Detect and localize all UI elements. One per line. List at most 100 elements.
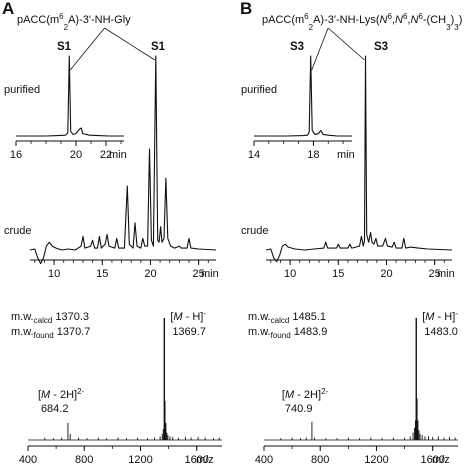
ms-tick-label: 400 — [19, 454, 37, 466]
purified-chromatogram: purified 14 18 min — [241, 55, 355, 161]
purified-tick-label: 20 — [70, 149, 82, 161]
purified-x-axis-label: min — [109, 149, 127, 161]
ion-bracket: [ — [38, 389, 41, 401]
compound-text: , — [407, 14, 410, 26]
compound-italic: N — [380, 14, 388, 26]
ion-rest: - 2H] — [294, 389, 321, 401]
ion-charge: - — [455, 309, 458, 318]
crude-trace — [265, 55, 453, 263]
crude-x-axis-label: min — [437, 268, 455, 280]
ion-rest: - 2H] — [50, 389, 77, 401]
crude-tick-label: 20 — [380, 268, 392, 280]
ion-value-main: 1369.7 — [172, 326, 206, 338]
peak-label-purified: S3 — [290, 41, 304, 53]
ion-bracket: [ — [170, 311, 173, 323]
compound-text: A)-3'-NH-Gly — [68, 14, 131, 26]
purified-tick-label: 16 — [10, 149, 22, 161]
compound-name: pACC(m62A)-3'-NH-Lys(N6,N6,N6-(CH3)3) — [262, 12, 462, 32]
peak-label-crude: S1 — [151, 41, 166, 53]
ion-charge: 2- — [77, 387, 84, 396]
ms-x-axis-label: m/z — [432, 454, 450, 466]
mw-calcd: m.w.calcd 1370.3 — [11, 311, 89, 325]
crude-trace — [29, 55, 217, 265]
mw-label: m.w. — [11, 326, 34, 338]
purified-label: purified — [4, 84, 40, 96]
peak-label-purified: S1 — [57, 41, 72, 53]
purified-x-axis-label: min — [337, 149, 355, 161]
crude-x-axis-label: min — [201, 268, 219, 280]
compound-text: ) — [451, 14, 455, 26]
ion-value-dication: 684.2 — [41, 403, 69, 415]
pointer-line — [104, 27, 155, 61]
crude-label: crude — [241, 225, 269, 237]
purified-tick-label: 18 — [307, 149, 319, 161]
ion-bracket: [ — [422, 311, 425, 323]
purified-label: purified — [241, 84, 277, 96]
ion-label-dication: [M - 2H]2- — [282, 387, 329, 401]
crude-tick-label: 10 — [284, 268, 296, 280]
compound-name: pACC(m62A)-3'-NH-Gly — [17, 12, 131, 32]
pointer-line — [311, 27, 329, 71]
mw-found: m.w.found 1483.9 — [248, 326, 327, 340]
purified-tick-label: 22 — [100, 149, 112, 161]
ion-symbol: M — [173, 311, 183, 323]
ion-symbol: M — [41, 389, 51, 401]
compound-superscript: 6 — [388, 12, 393, 21]
ion-value-main: 1483.0 — [424, 326, 458, 338]
compound-text: ) — [459, 14, 463, 26]
pointer-line — [327, 27, 365, 61]
mw-calcd: m.w.calcd 1485.1 — [248, 311, 326, 325]
ion-charge: - — [203, 309, 206, 318]
ion-symbol: M — [425, 311, 435, 323]
ms-tick-label: 1200 — [364, 454, 388, 466]
compound-text: -(CH — [423, 14, 446, 26]
ion-label-dication: [M - 2H]2- — [38, 387, 85, 401]
ion-label-main: [M - H]- — [422, 309, 458, 323]
compound-superscript: 6 — [304, 12, 309, 21]
crude-label: crude — [4, 225, 32, 237]
ion-bracket: [ — [282, 389, 285, 401]
compound-text: pACC(m — [262, 14, 304, 26]
ion-label-main: [M - H]- — [170, 309, 206, 323]
compound-superscript: 6 — [418, 12, 423, 21]
ms-tick-label: 1600 — [420, 454, 444, 466]
compound-subscript: 2 — [64, 23, 69, 32]
purified-trace — [16, 55, 124, 137]
mw-sub: calcd — [271, 316, 290, 325]
compound-italic: N — [410, 14, 418, 26]
purified-tick-label: 14 — [248, 149, 260, 161]
ion-rest: - H] — [434, 311, 455, 323]
mw-value: 1485.1 — [289, 311, 326, 323]
ms-x-axis-label: m/z — [196, 454, 214, 466]
ion-rest: - H] — [183, 311, 204, 323]
crude-tick-label: 25 — [193, 268, 205, 280]
mw-value: 1370.3 — [52, 311, 89, 323]
pointer-line — [69, 27, 105, 71]
compound-italic: N — [395, 14, 403, 26]
compound-text: A)-3'-NH-Lys( — [313, 14, 380, 26]
mw-sub: found — [271, 331, 291, 340]
ms-tick-label: 400 — [255, 454, 273, 466]
compound-subscript: 3 — [454, 23, 459, 32]
ms-tick-label: 800 — [311, 454, 329, 466]
crude-tick-label: 15 — [96, 268, 108, 280]
compound-text: , — [392, 14, 395, 26]
peak-label-crude: S3 — [374, 41, 388, 53]
compound-subscript: 3 — [446, 23, 451, 32]
ion-charge: 2- — [321, 387, 328, 396]
crude-tick-label: 20 — [144, 268, 156, 280]
compound-subscript: 2 — [309, 23, 314, 32]
mw-found: m.w.found 1370.7 — [11, 326, 90, 340]
compound-superscript: 6 — [59, 12, 64, 21]
compound-superscript: 6 — [403, 12, 408, 21]
panel-letter: A — [2, 0, 14, 18]
ms-tick-label: 800 — [75, 454, 93, 466]
mw-sub: calcd — [34, 316, 53, 325]
mw-label: m.w. — [248, 311, 271, 323]
compound-text: pACC(m — [17, 14, 59, 26]
